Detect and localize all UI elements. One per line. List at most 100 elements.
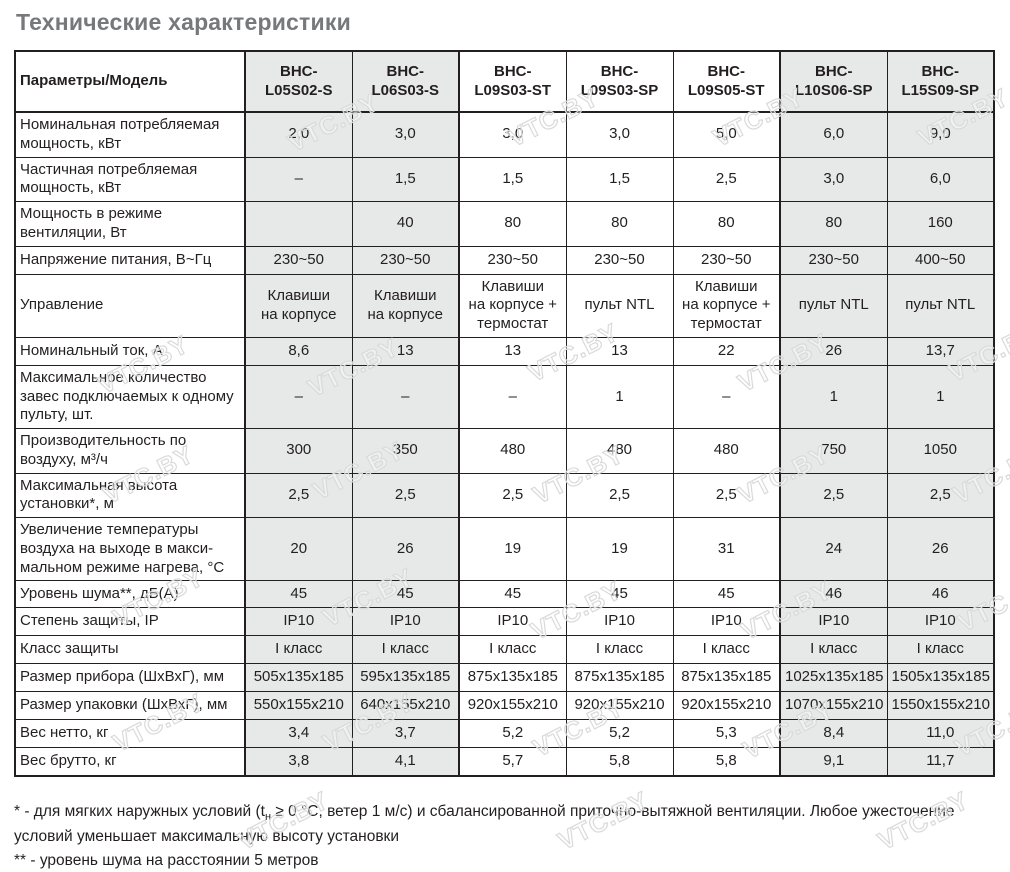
value-cell: 5,7 [458,747,567,777]
value-cell: 26 [779,336,888,366]
row-label: Частичная потребляемая мощность, кВт [14,156,246,202]
row-label: Производительность по воздуху, м³/ч [14,428,246,474]
value-cell: IP10 [886,607,995,637]
value-cell: 13 [565,336,674,366]
value-cell: 8,6 [244,336,353,366]
value-cell: 2,5 [458,472,567,518]
value-cell: 46 [886,580,995,609]
model-header: BHC- L05S02-S [244,50,353,113]
value-cell: 3,7 [351,719,460,749]
model-header: BHC- L09S03-ST [458,50,567,113]
value-cell: – [458,364,567,430]
table-row: Частичная потребляемая мощность, кВт –1,5… [14,156,995,202]
table-row: Напряжение питания, В~Гц 230~50 230~50 230~… [14,245,995,275]
value-cell: 40 [351,201,460,247]
value-cell: 19 [565,516,674,582]
value-cell: 31 [672,516,781,582]
value-cell: 6,0 [779,111,888,158]
footnotes: * - для мягких наружных условий (tн ≥ 0 … [14,800,992,872]
value-cell: 26 [351,516,460,582]
value-cell: 22 [672,336,781,366]
value-cell: 3,0 [779,156,888,202]
table-row: Номинальная потребляемая мощность, кВт 2,… [14,111,995,158]
value-cell: 5,3 [672,719,781,749]
value-cell: 13 [458,336,567,366]
value-cell: 480 [672,428,781,474]
value-cell: 160 [886,201,995,247]
value-cell: I класс [672,635,781,665]
value-cell: 1070х155х210 [779,691,888,721]
value-cell: 875х135х185 [672,663,781,693]
value-cell: 2,5 [565,472,674,518]
value-cell: 3,0 [458,111,567,158]
value-cell: IP10 [565,607,674,637]
value-cell: – [244,156,353,202]
value-cell: 230~50 [672,245,781,275]
value-cell: I класс [779,635,888,665]
row-label: Напряжение питания, В~Гц [14,245,246,275]
value-cell: 80 [565,201,674,247]
value-cell: 9,0 [886,111,995,158]
row-label: Максимальная высота установки*, м [14,472,246,518]
row-label: Увеличение температуры воздуха на выходе… [14,516,246,582]
spec-table: Параметры/Модель BHC- L05S02-S BHC- L06S0… [14,50,995,777]
value-cell: 875х135х185 [565,663,674,693]
value-cell: 920х155х210 [672,691,781,721]
value-cell: 5,8 [565,747,674,777]
value-cell: 1 [779,364,888,430]
value-cell: 3,0 [351,111,460,158]
value-cell: 920х155х210 [458,691,567,721]
footnote-1: * - для мягких наружных условий (tн ≥ 0 … [14,800,992,849]
value-cell: Клавиши на корпусе + термостат [458,273,567,338]
value-cell: 750 [779,428,888,474]
table-row: Класс защиты I класс I класс I класс I класс… [14,635,995,665]
value-cell: 45 [565,580,674,609]
value-cell: 13 [351,336,460,366]
value-cell: – [672,364,781,430]
value-cell: 45 [672,580,781,609]
value-cell: 45 [244,580,353,609]
value-cell: 5,0 [672,111,781,158]
value-cell: 480 [458,428,567,474]
value-cell: 1025х135х185 [779,663,888,693]
value-cell: 595х135х185 [351,663,460,693]
model-header: BHC- L09S03-SP [565,50,674,113]
table-row: Мощность в режиме вентиляции, Вт 40 80 80 80… [14,201,995,247]
value-cell: 2,5 [672,472,781,518]
value-cell: 1,5 [351,156,460,202]
row-label: Вес нетто, кг [14,719,246,749]
value-cell: 2,5 [244,472,353,518]
value-cell [244,201,353,247]
value-cell: 1 [886,364,995,430]
value-cell: I класс [244,635,353,665]
value-cell: Клавиши на корпусе + термостат [672,273,781,338]
value-cell: 230~50 [458,245,567,275]
value-cell: 5,2 [458,719,567,749]
table-row: Вес брутто, кг 3,8 4,1 5,7 5,8 5,8 9,1 11,7 [14,747,995,777]
value-cell: 1550х155х210 [886,691,995,721]
value-cell: 3,4 [244,719,353,749]
value-cell: 2,5 [672,156,781,202]
value-cell: 2,5 [779,472,888,518]
value-cell: – [351,364,460,430]
row-label: Класс защиты [14,635,246,665]
spec-table-body: Номинальная потребляемая мощность, кВт 2,… [14,111,995,777]
row-label: Номинальный ток, А [14,336,246,366]
model-header: BHC- L09S05-ST [672,50,781,113]
value-cell: IP10 [351,607,460,637]
value-cell: 1 [565,364,674,430]
model-header: BHC- L15S09-SP [886,50,995,113]
value-cell: 2,5 [351,472,460,518]
value-cell: 230~50 [565,245,674,275]
value-cell: 1505х135х185 [886,663,995,693]
param-model-header: Параметры/Модель [14,50,246,113]
value-cell: I класс [565,635,674,665]
table-row: Максимальная высота установки*, м 2,5 2,5 2… [14,472,995,518]
table-row: Увеличение температуры воздуха на выходе… [14,516,995,582]
value-cell: I класс [351,635,460,665]
value-cell: 350 [351,428,460,474]
value-cell: 45 [458,580,567,609]
value-cell: Клавиши на корпусе [244,273,353,338]
value-cell: 230~50 [351,245,460,275]
value-cell: 550х155х210 [244,691,353,721]
